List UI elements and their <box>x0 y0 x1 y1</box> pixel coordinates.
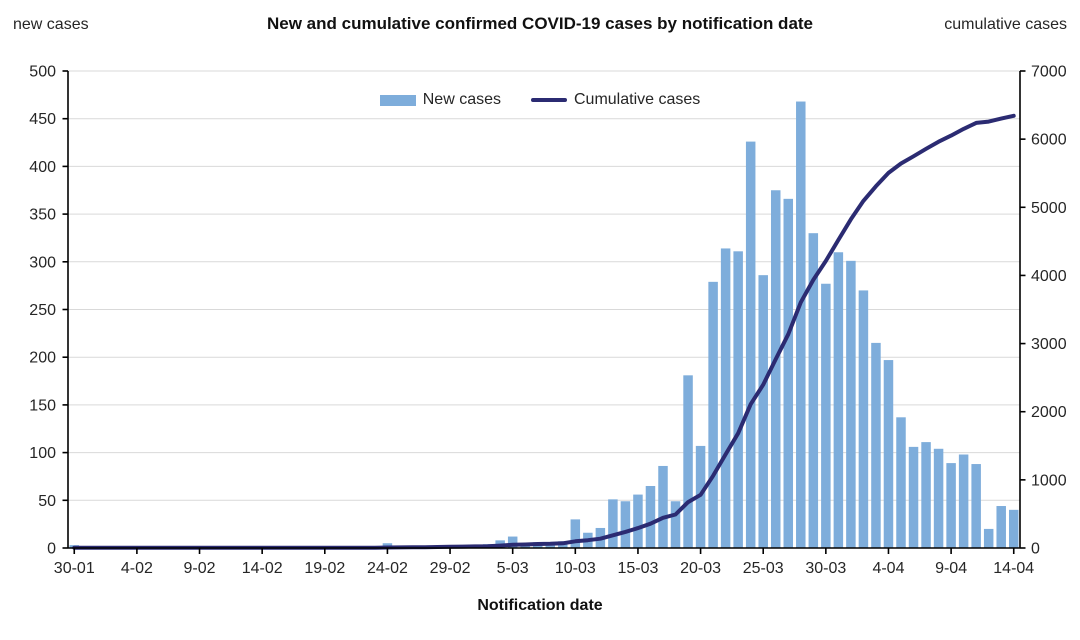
left-tick-label: 50 <box>38 493 56 510</box>
bar-new-cases <box>846 260 856 548</box>
x-tick-label: 20-03 <box>680 560 721 577</box>
x-tick-label: 10-03 <box>555 560 596 577</box>
bar-new-cases <box>983 528 994 548</box>
right-tick-label: 6000 <box>1031 132 1067 149</box>
bar-new-cases <box>733 251 743 548</box>
bar-new-cases <box>958 454 969 548</box>
x-tick-label: 5-03 <box>497 560 529 577</box>
chart-title: New and cumulative confirmed COVID-19 ca… <box>266 14 814 33</box>
bar-new-cases <box>883 360 894 548</box>
x-tick-label: 14-02 <box>242 560 283 577</box>
right-axis-unit-label: cumulative cases <box>944 16 1067 33</box>
bar-new-cases <box>545 544 556 548</box>
right-tick-label: 7000 <box>1031 64 1067 81</box>
x-tick-label: 24-02 <box>367 560 408 577</box>
bar-new-cases <box>645 485 656 548</box>
bar-new-cases <box>570 519 581 548</box>
x-tick-label: 9-02 <box>184 560 216 577</box>
bar-new-cases <box>683 375 693 548</box>
right-tick-label: 0 <box>1031 541 1040 558</box>
right-tick-label: 3000 <box>1031 336 1067 353</box>
left-tick-label: 350 <box>29 207 56 224</box>
bar-new-cases <box>720 248 731 548</box>
bar-new-cases <box>796 101 806 548</box>
bar-new-cases <box>758 275 768 548</box>
right-tick-label: 2000 <box>1031 404 1067 421</box>
x-axis-title: Notification date <box>477 597 603 614</box>
x-tick-label: 19-02 <box>304 560 345 577</box>
left-tick-label: 400 <box>29 159 56 176</box>
bar-new-cases <box>770 190 781 548</box>
left-axis-unit-label: new cases <box>13 16 89 33</box>
bar-new-cases <box>921 442 931 548</box>
x-tick-label: 30-03 <box>805 560 846 577</box>
x-tick-label: 9-04 <box>935 560 967 577</box>
x-tick-label: 4-04 <box>872 560 904 577</box>
bar-new-cases <box>507 536 518 548</box>
bar-new-cases <box>908 446 919 548</box>
left-tick-label: 150 <box>29 397 56 414</box>
x-tick-label: 29-02 <box>430 560 471 577</box>
x-tick-label: 15-03 <box>617 560 658 577</box>
right-tick-label: 1000 <box>1031 472 1067 489</box>
left-tick-label: 500 <box>29 64 56 81</box>
bar-new-cases <box>1008 509 1019 548</box>
bar-new-cases <box>670 501 681 548</box>
x-tick-label: 4-02 <box>121 560 153 577</box>
bar-new-cases <box>946 463 956 548</box>
x-tick-label: 25-03 <box>743 560 784 577</box>
bar-new-cases <box>871 342 881 548</box>
left-tick-label: 100 <box>29 445 56 462</box>
left-tick-label: 250 <box>29 302 56 319</box>
bar-new-cases <box>808 233 819 548</box>
bar-new-cases <box>971 464 981 548</box>
bar-new-cases <box>620 501 631 548</box>
left-tick-label: 300 <box>29 254 56 271</box>
bar-new-cases <box>933 448 944 548</box>
bar-new-cases <box>833 252 844 548</box>
bar-new-cases <box>633 494 643 548</box>
left-tick-label: 200 <box>29 350 56 367</box>
bar-new-cases <box>996 506 1006 548</box>
bar-new-cases <box>783 198 794 548</box>
bar-new-cases <box>745 141 756 548</box>
bar-new-cases <box>858 290 869 548</box>
right-tick-label: 5000 <box>1031 200 1067 217</box>
bar-new-cases <box>658 465 668 548</box>
left-tick-label: 450 <box>29 111 56 128</box>
right-tick-label: 4000 <box>1031 268 1067 285</box>
bar-new-cases <box>896 417 906 548</box>
x-tick-label: 14-04 <box>993 560 1034 577</box>
left-tick-label: 0 <box>47 541 56 558</box>
bar-new-cases <box>608 499 618 548</box>
bar-new-cases <box>821 283 831 548</box>
bar-new-cases <box>708 281 718 548</box>
x-tick-label: 30-01 <box>54 560 95 577</box>
